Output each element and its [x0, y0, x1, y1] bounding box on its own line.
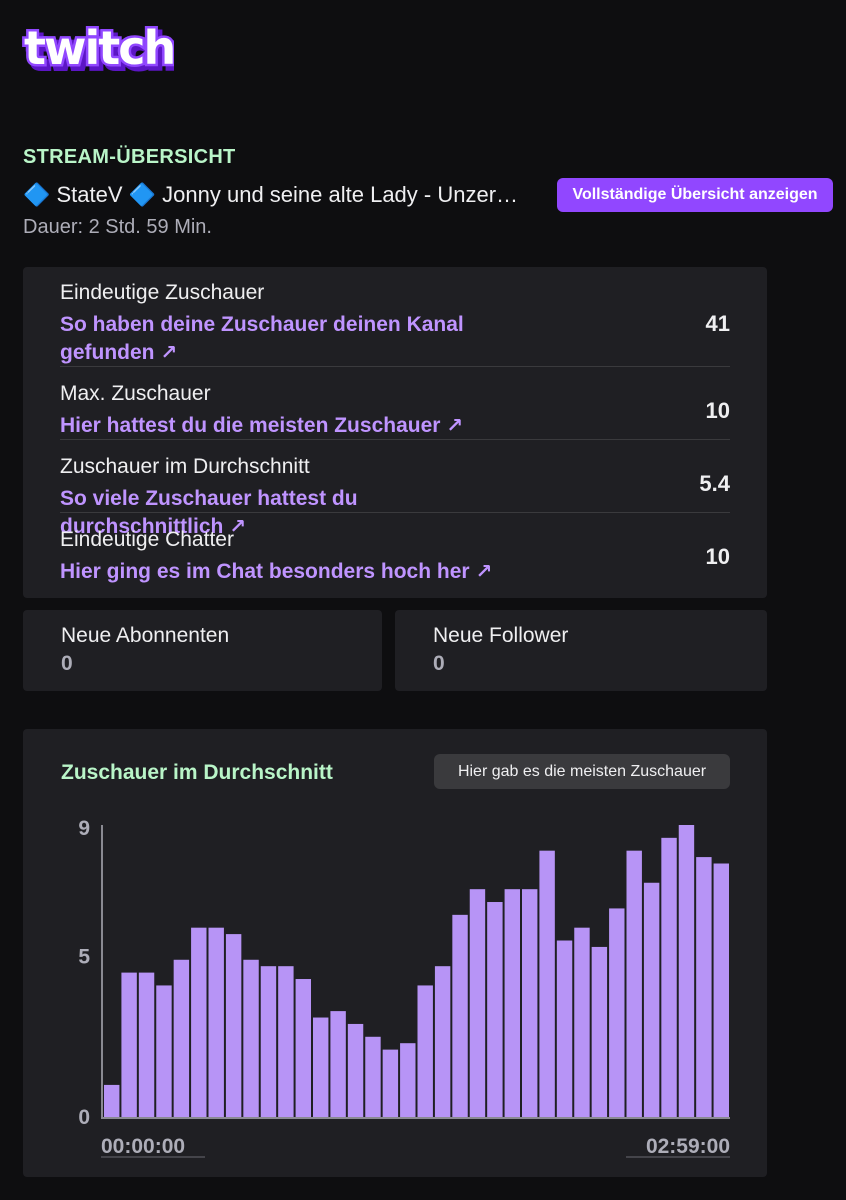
chart-bar [365, 1036, 381, 1117]
chart-bar [347, 1023, 364, 1117]
chart-bar [609, 908, 625, 1117]
chart-bar [330, 1011, 346, 1117]
stat-value: 10 [705, 398, 730, 423]
stat-row-max-viewers: Max. Zuschauer Hier hattest du die meist… [60, 382, 730, 440]
chart-bar [539, 850, 555, 1117]
arrow-up-right-icon: ↗ [446, 415, 464, 437]
chart-bar [417, 985, 433, 1117]
stat-link-viewer-sources[interactable]: So haben deine Zuschauer deinen Kanal ge… [60, 313, 464, 364]
chart-bar [661, 837, 677, 1117]
twitch-logo: twitch twitch [22, 24, 174, 78]
stat-value: 10 [705, 544, 730, 569]
stat-name: Eindeutige Chatter [60, 528, 234, 551]
stat-name: Eindeutige Zuschauer [60, 281, 265, 304]
chart-title: Zuschauer im Durchschnitt [61, 761, 333, 784]
new-followers-label: Neue Follower [433, 624, 569, 647]
chart-bar [574, 927, 590, 1117]
new-subscribers-label: Neue Abonnenten [61, 624, 230, 647]
chart-bar [487, 902, 503, 1117]
stats-card: Eindeutige Zuschauer So haben deine Zusc… [23, 267, 767, 598]
y-tick-label: 0 [78, 1106, 90, 1129]
divider [60, 366, 730, 367]
chart-bar [643, 882, 660, 1117]
chart-bar [504, 889, 520, 1117]
chart-bar [156, 985, 172, 1117]
chart-bar [278, 966, 294, 1117]
chart-bar [591, 946, 608, 1117]
arrow-up-right-icon: ↗ [475, 561, 493, 583]
new-followers-value: 0 [433, 652, 445, 675]
arrow-up-right-icon: ↗ [229, 516, 246, 538]
chart-bar [208, 927, 224, 1117]
stat-row-unique-chatters: Eindeutige Chatter Hier ging es im Chat … [60, 528, 730, 586]
chart-bar [191, 927, 207, 1117]
chart-bar [225, 934, 242, 1117]
chart-bar [104, 1084, 120, 1117]
chart-bar [556, 940, 573, 1117]
stat-value: 41 [705, 311, 730, 336]
stat-link-average-viewers[interactable]: So viele Zuschauer hattest du durchschni… [60, 487, 358, 538]
chart-bar [678, 825, 695, 1117]
stat-value: 5.4 [699, 471, 730, 496]
chart-bar [173, 959, 190, 1117]
new-followers-card: Neue Follower 0 [395, 610, 767, 691]
stat-name: Zuschauer im Durchschnitt [60, 455, 310, 478]
y-tick-label: 9 [78, 817, 90, 840]
stat-link-peak-viewers[interactable]: Hier hattest du die meisten Zuschauer ↗ [60, 414, 464, 437]
stream-title: 🔷 StateV 🔷 Jonny und seine alte Lady - U… [23, 182, 553, 208]
stream-title-text: 🔷 StateV 🔷 Jonny und seine alte Lady - U… [23, 182, 519, 207]
average-viewers-chart: 0 5 9 00:00:00 02:59:00 [78, 817, 730, 1158]
chart-bar [295, 979, 311, 1117]
chart-bar [400, 1043, 416, 1117]
chart-bar [313, 1017, 329, 1117]
svg-text:twitch: twitch [28, 25, 174, 78]
chart-bar [243, 959, 259, 1117]
svg-text:twitch: twitch [24, 24, 174, 75]
chart-bar [121, 972, 137, 1117]
stat-name: Max. Zuschauer [60, 382, 211, 405]
arrow-up-right-icon: ↗ [160, 342, 178, 364]
chart-bar [260, 966, 277, 1117]
divider [60, 512, 730, 513]
divider [60, 439, 730, 440]
chart-bar [626, 850, 642, 1117]
stat-row-unique-viewers: Eindeutige Zuschauer So haben deine Zusc… [60, 281, 730, 367]
stat-row-average-viewers: Zuschauer im Durchschnitt So viele Zusch… [60, 455, 730, 538]
chart-bar [138, 972, 155, 1117]
stat-link-chat-activity[interactable]: Hier ging es im Chat besonders hoch her … [60, 560, 493, 583]
peak-viewers-button[interactable]: Hier gab es die meisten Zuschauer [434, 754, 730, 789]
x-tick-label: 02:59:00 [646, 1135, 730, 1158]
x-tick-label: 00:00:00 [101, 1135, 185, 1158]
average-viewers-chart-card: Zuschauer im Durchschnitt Hier gab es di… [23, 729, 767, 1177]
new-subscribers-card: Neue Abonnenten 0 [23, 610, 382, 691]
stream-duration: Dauer: 2 Std. 59 Min. [23, 216, 212, 238]
chart-bar [382, 1049, 399, 1117]
stream-overview-label: STREAM-ÜBERSICHT [23, 146, 236, 168]
full-overview-button[interactable]: Vollständige Übersicht anzeigen [557, 178, 833, 212]
new-subscribers-value: 0 [61, 652, 73, 675]
chart-bar [713, 863, 729, 1117]
chart-bar [522, 889, 538, 1117]
chart-bar [434, 966, 451, 1117]
chart-bar [452, 914, 468, 1117]
y-tick-label: 5 [78, 946, 90, 969]
chart-bar [696, 857, 712, 1117]
chart-bar [469, 889, 486, 1117]
